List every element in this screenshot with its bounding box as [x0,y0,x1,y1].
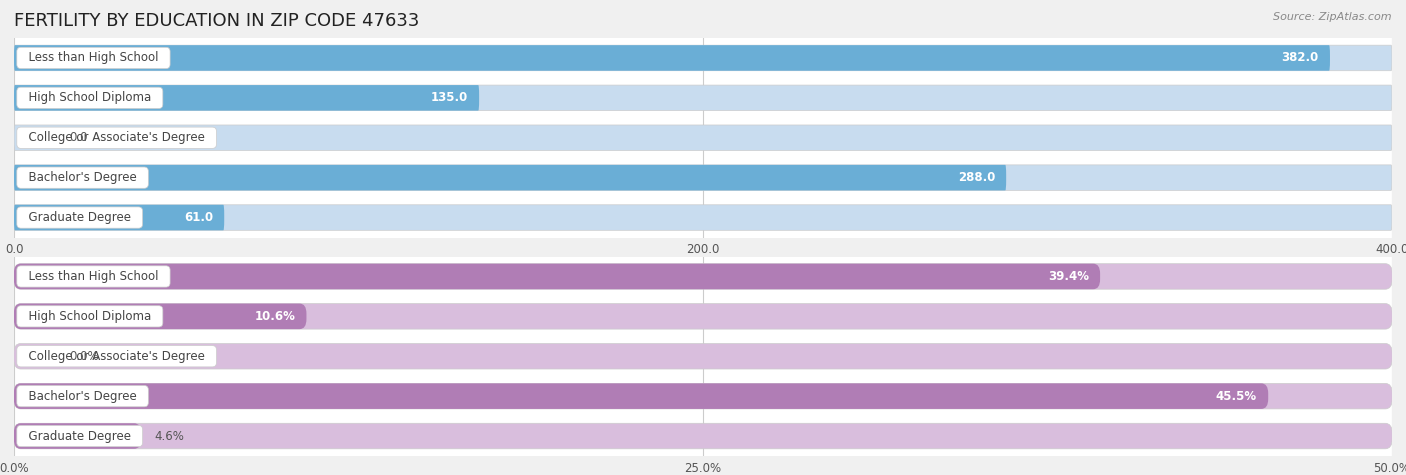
FancyBboxPatch shape [14,165,1392,190]
Text: Source: ZipAtlas.com: Source: ZipAtlas.com [1274,12,1392,22]
Text: Bachelor's Degree: Bachelor's Degree [21,390,145,403]
FancyBboxPatch shape [14,304,307,329]
Text: 10.6%: 10.6% [254,310,295,323]
FancyBboxPatch shape [14,45,1392,71]
Text: College or Associate's Degree: College or Associate's Degree [21,350,212,363]
Text: 382.0: 382.0 [1282,51,1319,65]
Text: Graduate Degree: Graduate Degree [21,211,138,224]
FancyBboxPatch shape [14,45,1330,71]
Text: 61.0: 61.0 [184,211,214,224]
FancyBboxPatch shape [14,343,1392,369]
Text: 288.0: 288.0 [957,171,995,184]
FancyBboxPatch shape [14,205,224,230]
FancyBboxPatch shape [14,264,1392,289]
Text: High School Diploma: High School Diploma [21,91,159,104]
FancyBboxPatch shape [14,383,1268,409]
Text: High School Diploma: High School Diploma [21,310,159,323]
FancyBboxPatch shape [14,264,1099,289]
FancyBboxPatch shape [14,205,1392,230]
FancyBboxPatch shape [14,165,1007,190]
FancyBboxPatch shape [14,423,141,449]
Text: 0.0%: 0.0% [69,350,98,363]
Text: 45.5%: 45.5% [1216,390,1257,403]
Text: 4.6%: 4.6% [155,429,184,443]
Text: Less than High School: Less than High School [21,51,166,65]
Text: Bachelor's Degree: Bachelor's Degree [21,171,145,184]
FancyBboxPatch shape [14,85,479,111]
Text: 0.0: 0.0 [69,131,87,144]
FancyBboxPatch shape [14,423,1392,449]
Text: Graduate Degree: Graduate Degree [21,429,138,443]
FancyBboxPatch shape [14,304,1392,329]
Text: 135.0: 135.0 [430,91,468,104]
Text: 39.4%: 39.4% [1047,270,1088,283]
FancyBboxPatch shape [14,383,1392,409]
Text: FERTILITY BY EDUCATION IN ZIP CODE 47633: FERTILITY BY EDUCATION IN ZIP CODE 47633 [14,12,419,30]
Text: College or Associate's Degree: College or Associate's Degree [21,131,212,144]
Text: Less than High School: Less than High School [21,270,166,283]
FancyBboxPatch shape [14,85,1392,111]
FancyBboxPatch shape [14,125,1392,151]
